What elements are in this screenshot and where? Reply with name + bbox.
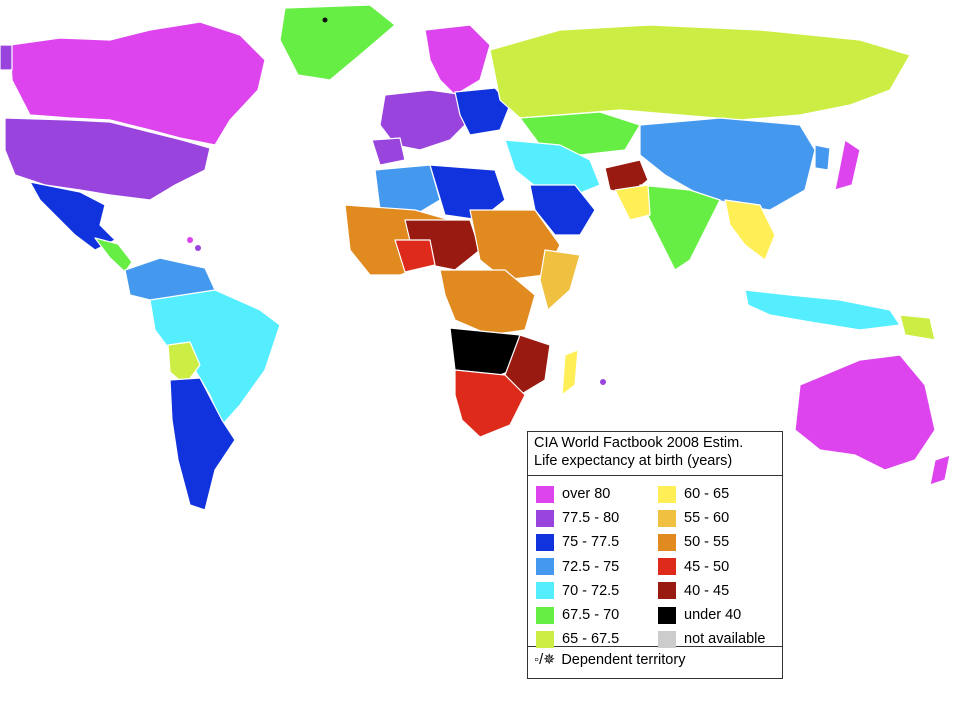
legend-item: 65 - 67.5 [536, 627, 619, 651]
region-korea [814, 144, 831, 171]
legend-swatch [658, 558, 676, 576]
region-central-africa [439, 269, 536, 336]
legend-item: 55 - 60 [658, 506, 765, 530]
legend-label: 65 - 67.5 [562, 631, 620, 648]
legend-label: 67.5 - 70 [562, 607, 620, 624]
region-brazil [149, 289, 281, 426]
region-canada [9, 21, 266, 146]
legend-label: 77.5 - 80 [562, 510, 620, 527]
legend-item: 70 - 72.5 [536, 579, 619, 603]
legend-swatch [658, 582, 676, 600]
region-eastern-europe [454, 87, 511, 136]
region-usa [4, 117, 211, 201]
legend-label: under 40 [684, 607, 742, 624]
region-mozambique [504, 334, 551, 396]
legend-label: 45 - 50 [684, 558, 730, 575]
legend-item: 60 - 65 [658, 482, 765, 506]
region-north-africa-west [374, 164, 441, 216]
region-australia [794, 354, 936, 471]
legend-label: 40 - 45 [684, 582, 730, 599]
region-southern-africa [454, 369, 526, 438]
region-horn-of-africa [539, 249, 581, 311]
legend-item: 77.5 - 80 [536, 506, 619, 530]
region-bolivia [167, 341, 201, 386]
region-alaska [0, 44, 13, 71]
legend-label: 75 - 77.5 [562, 534, 620, 551]
legend-swatch [536, 606, 554, 624]
legend-label: not available [684, 631, 766, 648]
region-japan [834, 139, 861, 191]
legend-item: 75 - 77.5 [536, 530, 619, 554]
legend-label: 50 - 55 [684, 534, 730, 551]
legend-item: over 80 [536, 482, 619, 506]
dependent-territory-marker [322, 17, 328, 23]
dependent-territory-marker [600, 379, 606, 385]
legend-column-left: over 80 77.5 - 80 75 - 77.5 72.5 - 75 70 - 7… [536, 482, 619, 651]
legend-column-right: 60 - 65 55 - 60 50 - 55 45 - 50 40 - 45 under… [658, 482, 765, 651]
region-nigeria [394, 239, 436, 273]
legend-item: 67.5 - 70 [536, 603, 619, 627]
region-western-europe [379, 89, 471, 151]
legend-swatch [536, 509, 554, 527]
legend-footer: ◦/✵ Dependent territory [528, 647, 782, 673]
legend-label: 70 - 72.5 [562, 582, 620, 599]
legend-item: 50 - 55 [658, 530, 765, 554]
region-scandinavia [424, 24, 491, 96]
region-greenland [279, 4, 396, 81]
legend-item: 40 - 45 [658, 579, 765, 603]
region-china [639, 117, 816, 211]
legend-label: 55 - 60 [684, 510, 730, 527]
legend-swatch [658, 606, 676, 624]
dependent-territory-label: Dependent territory [561, 652, 686, 668]
region-madagascar [561, 349, 579, 396]
region-indonesia [744, 289, 901, 331]
legend-label: 72.5 - 75 [562, 558, 620, 575]
legend-item: 45 - 50 [658, 555, 765, 579]
legend-title: CIA World Factbook 2008 Estim. Life expe… [528, 432, 782, 476]
region-argentina-chile [169, 377, 236, 511]
region-pakistan [614, 184, 651, 221]
region-middle-east [504, 139, 601, 196]
legend-item: 72.5 - 75 [536, 555, 619, 579]
dependent-territory-marker [195, 245, 201, 251]
region-central-america [94, 237, 133, 273]
dependent-territory-symbol: ◦/✵ [534, 652, 556, 668]
legend-swatch [536, 533, 554, 551]
legend-swatch [658, 509, 676, 527]
region-russia [489, 24, 911, 121]
legend-swatch [536, 582, 554, 600]
legend-label: 60 - 65 [684, 486, 730, 503]
legend-swatch [658, 630, 676, 648]
region-southeast-asia [724, 199, 776, 261]
legend-label: over 80 [562, 486, 611, 503]
region-india [639, 184, 721, 271]
legend-swatch [536, 630, 554, 648]
legend-title-line2: Life expectancy at birth (years) [534, 453, 733, 469]
legend-swatch [658, 533, 676, 551]
legend-item: under 40 [658, 603, 765, 627]
region-papua-new-guinea [899, 314, 936, 341]
legend-title-line1: CIA World Factbook 2008 Estim. [534, 435, 744, 451]
legend-entries: over 80 77.5 - 80 75 - 77.5 72.5 - 75 70 - 7… [528, 476, 782, 648]
legend-swatch [536, 558, 554, 576]
legend-swatch [536, 485, 554, 503]
legend-swatch [658, 485, 676, 503]
region-iberia [371, 137, 406, 166]
legend-item: not available [658, 627, 765, 651]
dependent-territory-marker [187, 237, 193, 243]
map-legend: CIA World Factbook 2008 Estim. Life expe… [527, 431, 783, 679]
region-new-zealand [929, 454, 951, 486]
